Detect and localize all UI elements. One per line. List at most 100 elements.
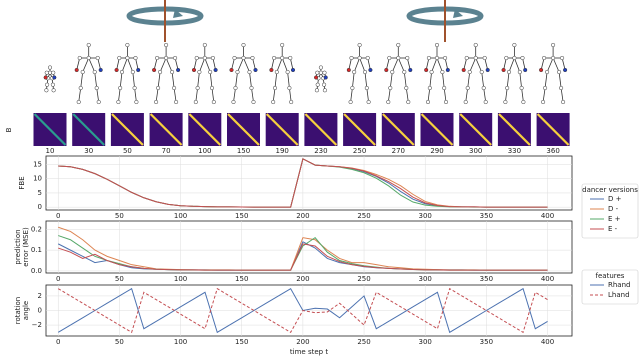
joint xyxy=(247,69,252,75)
snapshot-label: 300 xyxy=(469,147,482,155)
bone xyxy=(465,87,469,103)
joint xyxy=(405,55,410,61)
bone xyxy=(174,57,179,71)
joint xyxy=(209,85,215,91)
joint xyxy=(208,69,213,75)
x-tick-label: 350 xyxy=(480,212,493,220)
joint xyxy=(464,55,469,61)
bone xyxy=(204,57,211,73)
x-tick-label: 150 xyxy=(235,275,248,283)
joint xyxy=(434,42,440,48)
legend-label: E - xyxy=(608,225,618,233)
y-tick-label: 0 xyxy=(38,307,42,315)
heatmap-diagonal xyxy=(72,113,105,146)
joint xyxy=(191,67,197,73)
joint xyxy=(520,55,525,61)
joint xyxy=(563,67,568,73)
joint xyxy=(136,67,141,73)
joint xyxy=(408,67,413,73)
joint xyxy=(545,69,550,75)
stick-figure xyxy=(539,42,568,105)
stick-figure xyxy=(191,42,218,105)
joint xyxy=(362,69,368,75)
heatmap-diagonal xyxy=(343,113,376,146)
bone xyxy=(132,71,135,89)
bone xyxy=(88,57,96,73)
legend-title: features xyxy=(596,272,625,280)
legend-label: Rhand xyxy=(608,281,630,289)
joint xyxy=(51,70,56,75)
bone xyxy=(233,87,236,103)
stick-figure xyxy=(346,42,373,105)
stick-figure xyxy=(461,42,490,105)
bone xyxy=(159,57,167,73)
joint xyxy=(213,67,218,73)
joint xyxy=(173,55,178,61)
snapshot-label: 330 xyxy=(508,147,521,155)
bone xyxy=(397,57,405,73)
bone xyxy=(199,57,206,73)
joint xyxy=(290,67,296,73)
bone xyxy=(272,87,276,103)
bone xyxy=(467,71,471,89)
bone xyxy=(546,57,554,73)
bone xyxy=(519,71,522,89)
joint xyxy=(114,67,119,73)
x-tick-label: 200 xyxy=(296,275,309,283)
bone xyxy=(366,87,369,103)
joint xyxy=(44,88,49,93)
joint xyxy=(43,75,48,80)
y-tick-label: 0.0 xyxy=(31,267,42,275)
x-tick-label: 200 xyxy=(296,212,309,220)
joint xyxy=(253,67,258,73)
bone xyxy=(76,57,81,71)
x-tick-label: 400 xyxy=(541,275,554,283)
joint xyxy=(551,42,556,48)
bone xyxy=(560,87,564,103)
joint xyxy=(280,55,285,61)
joint xyxy=(202,55,207,61)
bone xyxy=(281,57,288,73)
joint xyxy=(119,69,125,75)
joint xyxy=(479,69,484,75)
joint xyxy=(172,85,177,91)
y-axis-label: angle xyxy=(22,301,30,320)
joint xyxy=(125,42,130,48)
joint xyxy=(357,55,362,61)
joint xyxy=(76,99,81,105)
y-tick-label: 0.2 xyxy=(31,225,42,233)
joint xyxy=(463,99,468,105)
joint xyxy=(541,99,546,105)
bone xyxy=(195,87,198,103)
snapshot-label: 30 xyxy=(84,147,93,155)
joint xyxy=(402,69,407,75)
bone xyxy=(289,87,292,103)
y-axis-label: FBE xyxy=(18,176,26,189)
joint xyxy=(210,55,215,61)
joint xyxy=(78,85,83,91)
heatmap-diagonal xyxy=(111,113,144,146)
bone xyxy=(243,57,250,73)
joint xyxy=(211,99,216,105)
series-line xyxy=(58,158,548,208)
bone xyxy=(231,57,235,71)
joint xyxy=(94,85,99,91)
joint xyxy=(559,85,564,91)
joint xyxy=(130,69,135,75)
joint xyxy=(45,82,50,87)
joint xyxy=(44,70,49,75)
joint xyxy=(86,42,91,48)
joint xyxy=(318,65,323,70)
joint xyxy=(314,88,319,93)
joint xyxy=(482,55,487,61)
joint xyxy=(241,55,246,61)
joint xyxy=(98,67,103,73)
joint xyxy=(241,42,246,48)
joint xyxy=(133,55,138,61)
rotation-arrow xyxy=(453,9,463,18)
joint xyxy=(542,55,547,61)
joint xyxy=(461,67,466,73)
joint xyxy=(560,55,565,61)
joint xyxy=(269,67,274,73)
